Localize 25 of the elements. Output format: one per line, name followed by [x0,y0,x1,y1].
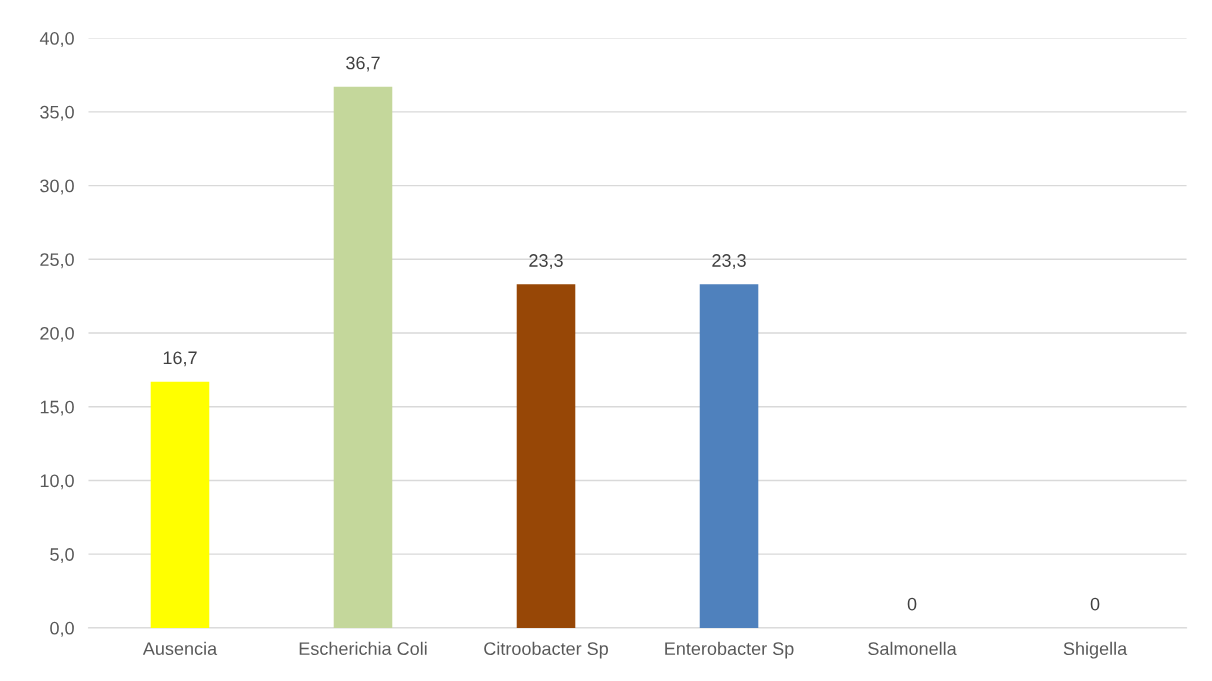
data-label: 16,7 [163,351,197,367]
data-label: 23,3 [529,254,563,270]
data-label: 0 [907,597,917,611]
x-tick-label: Escherichia Coli [299,641,427,656]
x-tick-label: Enterobacter Sp [665,641,794,659]
y-tick-label: 30,0 [40,179,74,195]
y-tick-label: 35,0 [40,105,74,121]
bar [333,86,393,628]
y-tick-label: 25,0 [40,253,74,269]
y-tick-label: 20,0 [40,326,74,342]
x-tick-label: Citroobacter Sp [484,641,608,659]
y-tick-label: 40,0 [39,32,74,47]
data-label: 36,7 [346,56,380,72]
bar [150,381,210,628]
x-tick-label: Ausencia [142,641,218,656]
y-tick-label: 10,0 [40,474,74,490]
data-label: 0 [1090,597,1100,611]
data-label: 23,3 [712,254,746,270]
bar [699,284,759,628]
y-tick-label: 15,0 [40,400,74,416]
x-tick-label: Salmonella [868,641,957,656]
y-tick-label: 5,0 [50,548,74,564]
bar [516,284,576,628]
x-tick-label: Shigella [1063,641,1128,659]
y-tick-label: 0,0 [50,621,74,637]
